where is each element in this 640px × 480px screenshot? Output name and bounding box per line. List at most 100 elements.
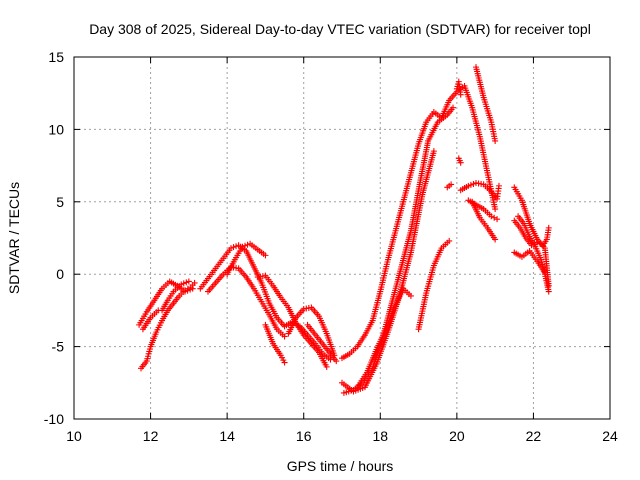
track-marker: [314, 347, 321, 354]
track-marker: [322, 361, 329, 368]
track-marker: [484, 167, 491, 174]
track-marker: [299, 307, 306, 314]
track-marker: [478, 204, 485, 211]
track-marker: [406, 291, 412, 298]
track-marker: [360, 333, 367, 340]
series-arc18: [455, 155, 464, 166]
track-marker: [322, 328, 329, 335]
track-marker: [211, 267, 218, 274]
series-arc13: [339, 148, 437, 395]
track-marker: [146, 346, 153, 353]
track-marker: [348, 387, 355, 394]
track-marker: [269, 338, 276, 345]
track-marker: [389, 308, 396, 315]
track-marker: [180, 280, 187, 287]
track-marker: [372, 348, 379, 355]
track-marker: [242, 242, 249, 249]
series-arc5: [205, 263, 288, 340]
track-marker: [189, 282, 196, 289]
track-marker: [442, 113, 449, 120]
track-marker: [180, 289, 187, 296]
x-tick-label: 22: [526, 428, 542, 444]
series-arc22: [473, 64, 499, 144]
track-marker: [325, 355, 332, 362]
track-marker: [487, 116, 494, 123]
track-marker: [305, 304, 312, 311]
x-tick-label: 14: [219, 428, 235, 444]
plot-frame: [73, 56, 611, 420]
track-marker: [257, 296, 264, 303]
track-marker: [142, 359, 149, 366]
track-marker: [525, 231, 532, 238]
series-arc20: [465, 197, 501, 223]
track-marker: [272, 324, 279, 331]
track-marker: [476, 131, 483, 138]
track-marker: [491, 214, 498, 221]
data-point: [185, 278, 192, 285]
track-marker: [169, 290, 176, 297]
track-marker: [417, 179, 424, 186]
track-marker: [218, 257, 225, 264]
y-tick-label: 15: [48, 49, 64, 65]
track-marker: [437, 247, 444, 254]
track-marker: [306, 338, 313, 345]
y-axis-label: SDTVAR / TECUs: [6, 182, 22, 294]
track-marker: [422, 121, 429, 128]
track-marker: [142, 311, 149, 318]
track-marker: [372, 363, 379, 370]
track-marker: [280, 321, 287, 328]
track-marker: [486, 186, 493, 193]
track-marker: [238, 245, 245, 252]
track-marker: [265, 297, 272, 304]
chart-title: Day 308 of 2025, Sidereal Day-to-day VTE…: [89, 21, 591, 37]
track-marker: [467, 181, 474, 188]
track-marker: [359, 385, 366, 392]
track-marker: [292, 316, 299, 323]
series-arc16: [444, 181, 455, 191]
track-marker: [490, 234, 497, 241]
track-marker: [184, 285, 191, 292]
track-marker: [407, 251, 414, 258]
track-marker: [157, 319, 164, 326]
track-marker: [279, 331, 286, 338]
track-marker: [280, 357, 287, 364]
track-marker: [457, 89, 464, 96]
track-marker: [183, 279, 190, 286]
x-tick-label: 10: [66, 428, 82, 444]
track-marker: [429, 111, 436, 118]
track-marker: [384, 258, 391, 265]
y-tick-label: -10: [44, 411, 64, 427]
track-marker: [524, 249, 531, 256]
track-marker: [446, 182, 453, 189]
track-marker: [463, 183, 470, 190]
track-marker: [314, 311, 321, 318]
track-marker: [211, 281, 218, 288]
track-marker: [397, 266, 404, 273]
track-marker: [272, 312, 279, 319]
track-marker: [344, 351, 351, 358]
track-marker: [153, 309, 160, 316]
track-marker: [259, 273, 266, 280]
track-marker: [537, 254, 544, 261]
track-marker: [430, 150, 437, 157]
track-marker: [482, 222, 489, 229]
track-marker: [475, 212, 482, 219]
series-arc26: [511, 248, 548, 276]
track-marker: [542, 238, 549, 245]
track-marker: [226, 247, 233, 254]
x-tick-label: 18: [372, 428, 388, 444]
track-marker: [414, 143, 421, 150]
track-marker: [268, 280, 275, 287]
series-arc8: [262, 321, 288, 366]
track-marker: [452, 90, 459, 97]
track-marker: [276, 350, 283, 357]
track-marker: [491, 203, 498, 210]
track-marker: [326, 349, 333, 356]
track-marker: [146, 316, 153, 323]
y-tick-label: -5: [52, 339, 65, 355]
axis-ticks: 10 12 14 16 18 20 22 24 -10 -5 0 5 10 15: [44, 49, 618, 444]
data-point: [494, 216, 501, 223]
track-marker: [445, 99, 452, 106]
track-marker: [444, 239, 451, 246]
